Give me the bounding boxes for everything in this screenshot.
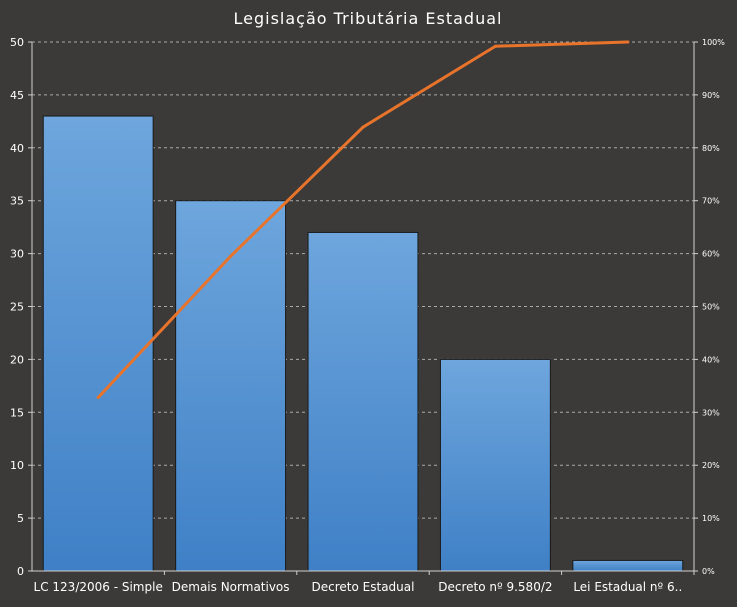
y2-tick-label: 50% xyxy=(702,303,720,312)
bar xyxy=(42,115,154,572)
chart-title: Legislação Tributária Estadual xyxy=(234,9,503,28)
bar xyxy=(175,200,287,572)
x-tick-label: Lei Estadual nº 6.. xyxy=(573,580,682,594)
x-tick-label: Demais Normativos xyxy=(172,580,290,594)
bar xyxy=(439,358,551,572)
cumulative-point xyxy=(361,125,365,129)
cumulative-point xyxy=(493,44,497,48)
y-tick-label: 15 xyxy=(10,406,24,419)
y2-tick-label: 10% xyxy=(702,514,720,523)
y2-tick-label: 0% xyxy=(702,567,715,576)
bar xyxy=(307,231,419,572)
y2-tick-label: 80% xyxy=(702,144,720,153)
y2-tick-label: 60% xyxy=(702,250,720,259)
x-tick-label: LC 123/2006 - Simple xyxy=(34,580,163,594)
y2-tick-label: 20% xyxy=(702,461,720,470)
cumulative-point xyxy=(229,254,233,258)
axes: 0 5 10 15 20 25 30 35 40 45 50 0% 10% 20% 30% 40% 50% 60%… xyxy=(10,36,725,594)
cumulative-point xyxy=(96,395,100,399)
y-tick-label: 30 xyxy=(10,248,24,261)
y2-tick-label: 100% xyxy=(702,38,725,47)
x-tick-label: Decreto nº 9.580/2 xyxy=(438,580,552,594)
cumulative-line-layer xyxy=(96,40,630,399)
y-tick-label: 35 xyxy=(10,195,24,208)
y-tick-label: 25 xyxy=(10,301,24,314)
y-tick-label: 50 xyxy=(10,36,24,49)
y2-tick-label: 90% xyxy=(702,91,720,100)
y-tick-label: 5 xyxy=(17,512,24,525)
cumulative-point xyxy=(626,40,630,44)
bar xyxy=(572,559,684,572)
y-tick-label: 45 xyxy=(10,89,24,102)
y2-tick-label: 40% xyxy=(702,355,720,364)
y2-tick-label: 30% xyxy=(702,408,720,417)
y2-tick-label: 70% xyxy=(702,197,720,206)
y-tick-label: 40 xyxy=(10,142,24,155)
y-tick-label: 10 xyxy=(10,459,24,472)
x-tick-label: Decreto Estadual xyxy=(312,580,415,594)
y-tick-label: 0 xyxy=(17,565,24,578)
bars xyxy=(42,115,684,572)
y-tick-label: 20 xyxy=(10,353,24,366)
